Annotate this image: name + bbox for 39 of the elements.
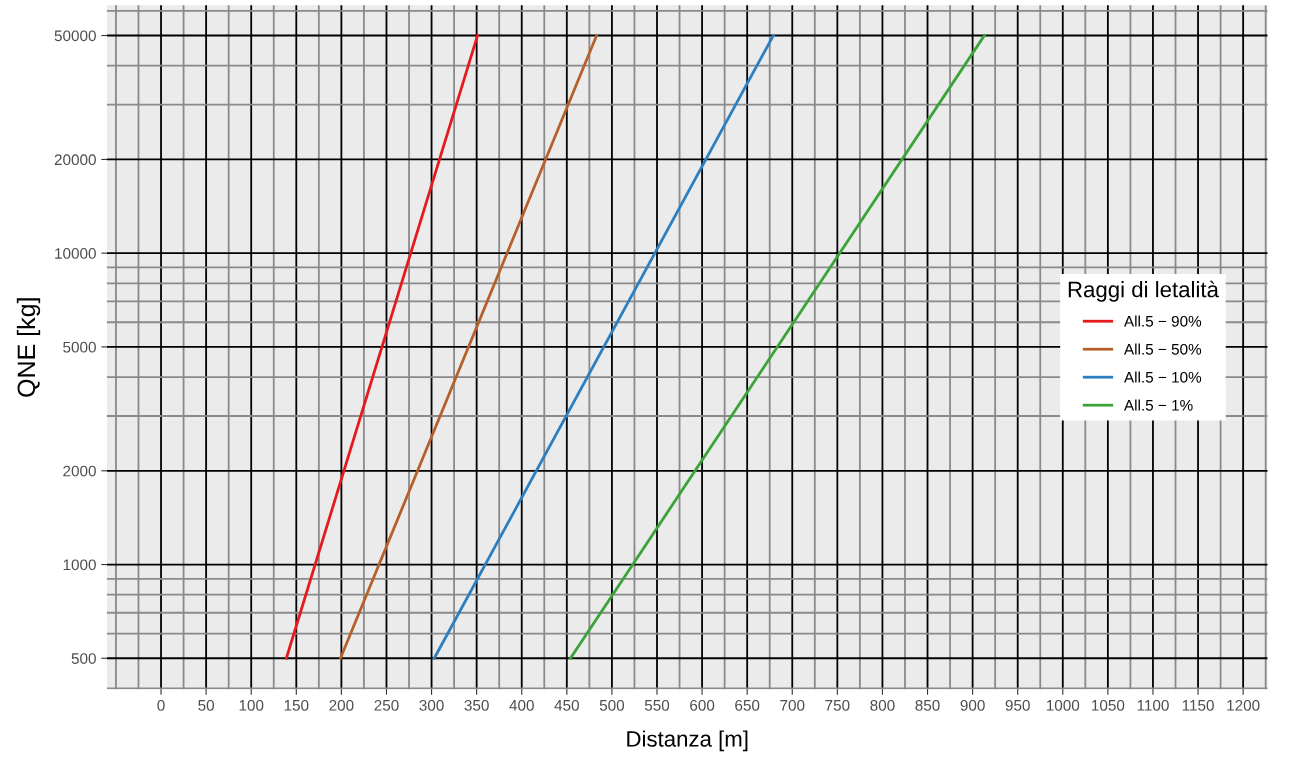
x-tick-label: 950: [1005, 699, 1030, 711]
legend-title: Raggi di letalità: [1068, 280, 1219, 302]
x-tick-label: 800: [870, 699, 895, 711]
y-axis-title: QNE [kg]: [16, 298, 41, 397]
y-tick-label: 20000: [54, 154, 96, 166]
x-tick-label: 1150: [1182, 699, 1214, 711]
x-tick-label: 400: [509, 699, 534, 711]
x-tick-label: 100: [239, 699, 264, 711]
x-tick-label: 850: [915, 699, 940, 711]
x-tick-label: 550: [644, 699, 670, 711]
x-tick-label: 1050: [1092, 699, 1125, 711]
x-tick-label: 650: [735, 699, 760, 711]
x-tick-label: 700: [780, 699, 805, 711]
x-tick-label: 600: [690, 699, 715, 711]
x-tick-label: 150: [284, 699, 309, 711]
x-tick-label: 300: [419, 699, 444, 711]
y-tick-label: 1000: [63, 559, 96, 571]
x-axis-title: Distanza [m]: [627, 730, 748, 752]
x-tick-label: 250: [374, 699, 399, 711]
y-tick-label: 2000: [63, 465, 96, 477]
x-tick-label: 500: [599, 699, 625, 711]
y-tick-label: 500: [71, 653, 96, 664]
x-tick-label: 1200: [1227, 699, 1260, 711]
x-tick-label: 750: [825, 699, 850, 711]
x-tick-label: 1000: [1046, 699, 1080, 711]
y-tick-label: 5000: [63, 341, 96, 353]
legend-label: All.5 − 10%: [1123, 371, 1202, 383]
x-tick-label: 200: [329, 699, 354, 711]
y-tick-label: 50000: [54, 30, 96, 42]
legend-label: All.5 − 1%: [1123, 399, 1193, 411]
x-tick-label: 900: [960, 699, 985, 711]
x-tick-label: 350: [464, 699, 489, 711]
x-tick-label: 50: [198, 699, 215, 711]
x-tick-label: 0: [157, 699, 165, 711]
y-tick-label: 10000: [55, 248, 96, 259]
legend-label: All.5 − 50%: [1123, 343, 1202, 355]
x-tick-label: 450: [554, 699, 579, 711]
x-tick-label: 1100: [1137, 699, 1169, 711]
legend-label: All.5 − 90%: [1123, 315, 1202, 327]
